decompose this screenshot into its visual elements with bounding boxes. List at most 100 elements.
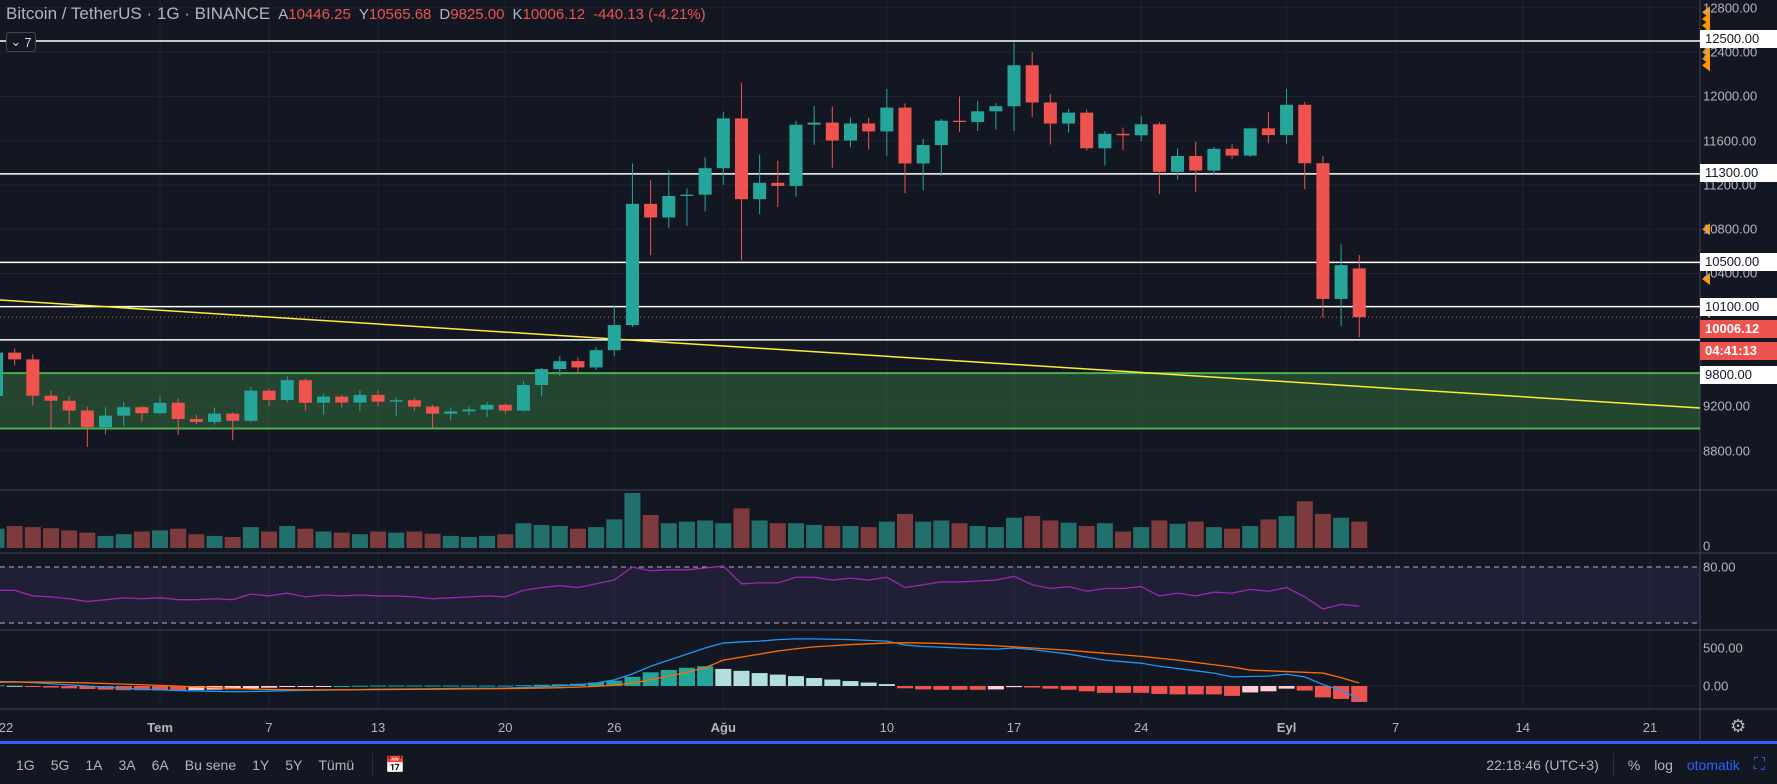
candle-body [916,145,930,164]
time-tick-label: 26 [607,720,622,735]
volume-bar [606,519,623,548]
rsi-band-fill [0,567,1700,623]
volume-bar [1115,531,1132,548]
rsi-axis-label: 80.00 [1703,559,1736,575]
change-value: -440.13 (-4.21%) [593,6,706,23]
candle-body [44,395,58,401]
volume-bar [842,526,859,548]
macd-histogram-bar [806,678,823,686]
macd-histogram-bar [860,682,877,686]
volume-bar [261,531,278,548]
candle-body [953,120,967,123]
time-tick-label: 21 [1642,720,1658,735]
macd-histogram-bar [79,686,96,690]
range-button[interactable]: 1G [16,756,35,773]
macd-histogram-bar [61,686,78,689]
macd-histogram-bar [915,686,932,690]
fullscreen-bracket-icon[interactable]: ⛶ [1753,755,1765,773]
candle-body [462,409,476,412]
candle-body [898,107,912,164]
macd-histogram-bar [333,686,350,687]
macd-histogram-bar [1314,686,1331,698]
candle-body [989,106,1003,112]
volume-bar [624,493,641,548]
macd-histogram-bar [1169,686,1186,695]
high-value: 10565.68 [368,6,432,23]
time-tick-label: 7 [265,720,273,735]
candle-body [1334,265,1348,299]
candle-body [662,195,676,218]
volume-bar [915,521,932,548]
volume-bar [1224,528,1241,548]
macd-histogram-bar [170,686,187,691]
candle-body [444,411,458,414]
candle-body [117,407,131,416]
low-label: D [439,6,451,23]
volume-bar [969,526,986,548]
volume-bar [351,534,368,548]
range-button[interactable]: Tümü [318,756,355,773]
macd-histogram-bar [533,684,550,686]
macd-histogram-bar [1205,686,1222,695]
volume-bar [0,528,5,548]
candle-body [862,123,876,132]
price-tick-label: 12000.00 [1703,88,1758,104]
candle-body [843,123,857,141]
volume-bar [1205,527,1222,548]
macd-histogram-bar [987,686,1004,690]
macd-histogram-bar [152,686,169,691]
candle-body [26,359,40,396]
indicator-legend-toggle[interactable]: ⌄ 7 [6,32,36,52]
volume-bar [860,527,877,548]
macd-histogram-bar [133,686,150,691]
auto-scale-toggle[interactable]: otomatik [1686,756,1740,773]
time-tick-label: Eyl [1276,720,1297,735]
macd-histogram-bar [1024,686,1041,688]
candle-body [317,396,331,403]
candle-body [353,394,367,403]
candle-body [1243,128,1257,156]
volume-bar [588,527,605,548]
volume-bar [715,523,732,548]
percent-scale-toggle[interactable]: % [1627,756,1641,773]
log-scale-toggle[interactable]: log [1654,756,1673,773]
macd-histogram-bar [624,676,641,686]
time-tick-label: Tem [147,720,173,735]
volume-bar [1151,520,1168,548]
price-tick-label: 8800.00 [1703,443,1750,459]
candle-body [734,118,748,200]
candle-body [807,122,821,125]
volume-bar [388,532,405,548]
settings-gear-icon[interactable]: ⚙ [1730,716,1747,736]
symbol-title[interactable]: Bitcoin / TetherUS · 1G · BINANCE [6,4,271,23]
volume-bar [1133,527,1150,548]
close-value: 10006.12 [522,6,586,23]
macd-histogram-bar [24,686,41,687]
candle-body [1152,124,1166,172]
candle-body [1134,124,1148,136]
bottom-accent-bar [0,741,1777,744]
volume-bar [1096,523,1113,548]
macd-histogram-bar [824,679,841,686]
macd-histogram-bar [442,685,459,687]
goto-date-calendar-icon[interactable]: 📅 [385,756,406,774]
range-button[interactable]: 6A [151,756,169,773]
time-tick-label: 7 [1391,720,1400,735]
clock-timezone[interactable]: 22:18:46 (UTC+3) [1486,756,1599,773]
high-label: Y [358,6,369,23]
macd-histogram-bar [1224,686,1241,696]
candle-body [680,194,694,196]
range-button[interactable]: 1Y [252,756,270,773]
volume-bar [551,526,568,548]
candle-body [1171,156,1185,172]
macd-histogram-bar [842,681,859,686]
volume-bar [6,526,23,548]
range-button[interactable]: 5Y [285,756,303,773]
range-button[interactable]: 1A [85,756,103,773]
range-button[interactable]: 5G [50,756,70,773]
range-button[interactable]: 3A [118,756,136,773]
macd-histogram-bar [0,685,5,687]
range-button[interactable]: Bu sene [184,756,237,773]
candle-body [880,107,894,132]
